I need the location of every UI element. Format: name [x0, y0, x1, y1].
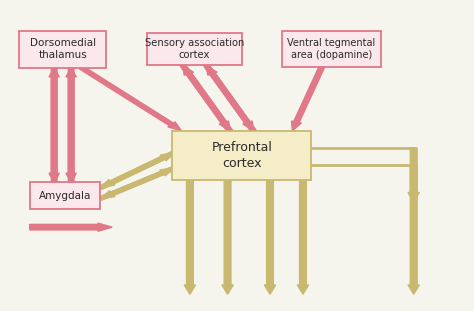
FancyArrow shape — [222, 180, 233, 294]
FancyArrow shape — [180, 65, 230, 131]
Text: Amygdala: Amygdala — [39, 191, 91, 201]
FancyBboxPatch shape — [172, 131, 311, 180]
FancyArrow shape — [49, 68, 59, 183]
FancyArrow shape — [408, 148, 419, 202]
FancyArrow shape — [206, 65, 256, 132]
FancyArrow shape — [99, 168, 174, 200]
FancyArrow shape — [100, 166, 176, 199]
FancyArrow shape — [30, 223, 112, 231]
FancyBboxPatch shape — [147, 33, 242, 65]
FancyArrow shape — [100, 151, 176, 188]
FancyBboxPatch shape — [19, 31, 106, 68]
FancyBboxPatch shape — [282, 31, 381, 67]
Text: Dorsomedial
thalamus: Dorsomedial thalamus — [29, 38, 96, 60]
FancyArrow shape — [80, 66, 182, 131]
FancyArrow shape — [297, 180, 309, 294]
FancyArrow shape — [183, 65, 232, 132]
FancyArrow shape — [204, 65, 254, 131]
Text: Ventral tegmental
area (dopamine): Ventral tegmental area (dopamine) — [287, 38, 375, 60]
FancyArrow shape — [292, 66, 325, 131]
Text: Prefrontal
cortex: Prefrontal cortex — [211, 141, 272, 170]
FancyArrow shape — [66, 68, 76, 183]
FancyArrow shape — [184, 180, 196, 294]
Text: Sensory association
cortex: Sensory association cortex — [145, 38, 244, 60]
FancyArrow shape — [99, 152, 174, 189]
FancyArrow shape — [49, 68, 59, 183]
FancyArrow shape — [66, 68, 76, 183]
FancyArrow shape — [408, 165, 419, 294]
FancyBboxPatch shape — [30, 183, 100, 209]
FancyArrow shape — [264, 180, 276, 294]
